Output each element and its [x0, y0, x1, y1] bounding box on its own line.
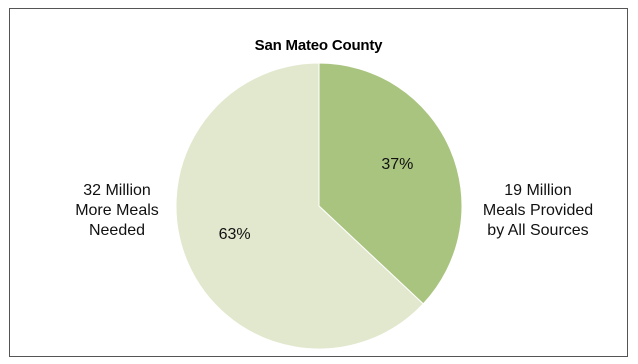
pie-slice-0 [318, 62, 463, 305]
label-more-meals-needed: 32 Million More Meals Needed [75, 182, 159, 239]
pie-slice-1 [175, 62, 424, 350]
chart-title: San Mateo County [254, 37, 383, 54]
label-meals-provided: 19 Million Meals Provided by All Sources [482, 182, 594, 239]
pie-percent-label-0: 37% [381, 156, 413, 173]
pie-percent-label-1: 63% [219, 226, 251, 243]
